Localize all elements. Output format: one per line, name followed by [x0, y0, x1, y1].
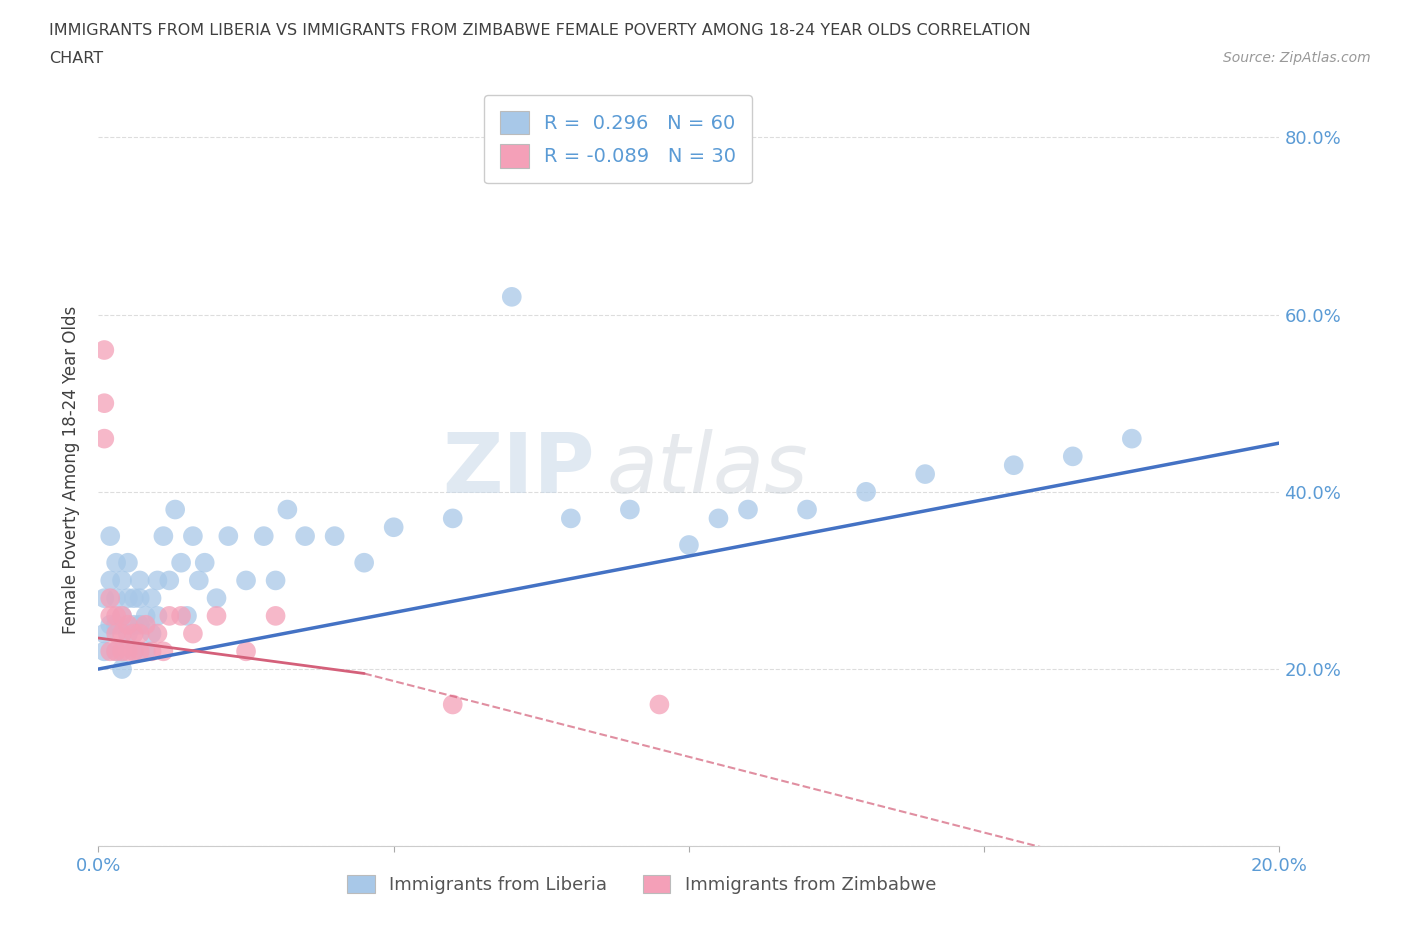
Point	[294, 528, 316, 543]
Text: ZIP: ZIP	[441, 429, 595, 511]
Point	[914, 467, 936, 482]
Point	[128, 644, 150, 658]
Point	[146, 573, 169, 588]
Point	[235, 573, 257, 588]
Point	[128, 591, 150, 605]
Point	[122, 591, 145, 605]
Point	[93, 626, 115, 641]
Text: atlas: atlas	[606, 429, 808, 511]
Point	[135, 608, 157, 623]
Point	[98, 528, 121, 543]
Point	[105, 618, 128, 632]
Point	[117, 626, 139, 641]
Point	[105, 608, 128, 623]
Point	[205, 608, 228, 623]
Point	[111, 644, 134, 658]
Point	[105, 591, 128, 605]
Point	[165, 502, 187, 517]
Text: Source: ZipAtlas.com: Source: ZipAtlas.com	[1223, 51, 1371, 65]
Point	[105, 644, 128, 658]
Point	[111, 573, 134, 588]
Point	[146, 626, 169, 641]
Point	[678, 538, 700, 552]
Point	[276, 502, 298, 517]
Point	[441, 698, 464, 712]
Point	[855, 485, 877, 499]
Point	[1062, 449, 1084, 464]
Point	[117, 618, 139, 632]
Point	[135, 644, 157, 658]
Point	[122, 644, 145, 658]
Point	[441, 511, 464, 525]
Point	[648, 698, 671, 712]
Point	[1002, 458, 1025, 472]
Point	[93, 342, 115, 357]
Point	[98, 608, 121, 623]
Point	[122, 644, 145, 658]
Point	[501, 289, 523, 304]
Point	[176, 608, 198, 623]
Point	[796, 502, 818, 517]
Point	[135, 618, 157, 632]
Point	[111, 608, 134, 623]
Point	[122, 618, 145, 632]
Text: CHART: CHART	[49, 51, 103, 66]
Y-axis label: Female Poverty Among 18-24 Year Olds: Female Poverty Among 18-24 Year Olds	[62, 306, 80, 633]
Point	[217, 528, 239, 543]
Point	[128, 618, 150, 632]
Point	[117, 555, 139, 570]
Point	[382, 520, 405, 535]
Point	[560, 511, 582, 525]
Point	[128, 573, 150, 588]
Point	[323, 528, 346, 543]
Point	[98, 591, 121, 605]
Point	[93, 591, 115, 605]
Point	[181, 528, 204, 543]
Point	[98, 644, 121, 658]
Point	[170, 555, 193, 570]
Point	[98, 618, 121, 632]
Point	[194, 555, 217, 570]
Point	[157, 573, 180, 588]
Point	[93, 432, 115, 446]
Point	[264, 573, 287, 588]
Point	[264, 608, 287, 623]
Point	[93, 396, 115, 411]
Point	[170, 608, 193, 623]
Point	[707, 511, 730, 525]
Text: IMMIGRANTS FROM LIBERIA VS IMMIGRANTS FROM ZIMBABWE FEMALE POVERTY AMONG 18-24 Y: IMMIGRANTS FROM LIBERIA VS IMMIGRANTS FR…	[49, 23, 1031, 38]
Point	[737, 502, 759, 517]
Legend: Immigrants from Liberia, Immigrants from Zimbabwe: Immigrants from Liberia, Immigrants from…	[340, 868, 943, 901]
Point	[141, 644, 163, 658]
Point	[111, 608, 134, 623]
Point	[152, 644, 174, 658]
Point	[157, 608, 180, 623]
Point	[141, 626, 163, 641]
Point	[105, 555, 128, 570]
Point	[1121, 432, 1143, 446]
Point	[105, 626, 128, 641]
Point	[253, 528, 276, 543]
Point	[205, 591, 228, 605]
Point	[141, 591, 163, 605]
Point	[128, 626, 150, 641]
Point	[98, 573, 121, 588]
Point	[111, 626, 134, 641]
Point	[111, 644, 134, 658]
Point	[181, 626, 204, 641]
Point	[235, 644, 257, 658]
Point	[93, 644, 115, 658]
Point	[152, 528, 174, 543]
Point	[122, 626, 145, 641]
Point	[117, 591, 139, 605]
Point	[353, 555, 375, 570]
Point	[187, 573, 209, 588]
Point	[117, 644, 139, 658]
Point	[146, 608, 169, 623]
Point	[619, 502, 641, 517]
Point	[105, 644, 128, 658]
Point	[111, 661, 134, 676]
